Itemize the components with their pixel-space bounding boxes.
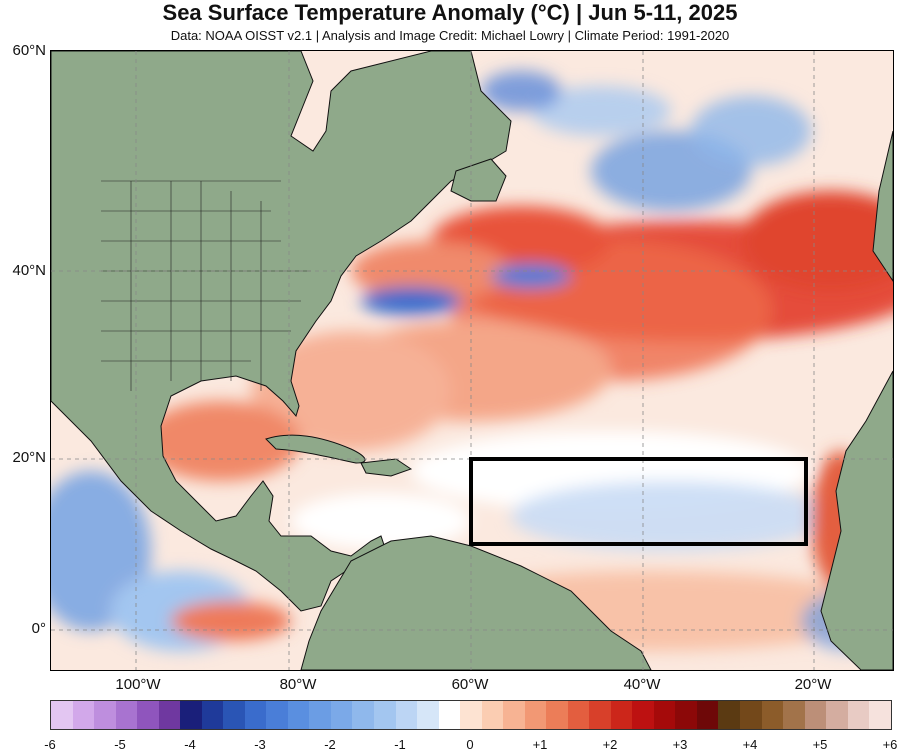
colorbar-cell xyxy=(137,701,159,729)
colorbar-cell xyxy=(309,701,331,729)
colorbar-cell xyxy=(610,701,633,729)
colorbar-tick-label: -1 xyxy=(394,737,406,752)
colorbar-cell xyxy=(94,701,116,729)
colorbar-cell xyxy=(740,701,762,729)
colorbar-cell xyxy=(115,701,138,729)
africa-landmass xyxy=(820,370,893,670)
colorbar-cell xyxy=(632,701,654,729)
lat-label-20n: 20°N xyxy=(12,449,46,466)
colorbar-tick-label: +2 xyxy=(602,737,618,752)
colorbar-tick-label: +3 xyxy=(672,737,688,752)
colorbar-tick-label: -5 xyxy=(114,737,126,752)
lat-label-40n: 40°N xyxy=(12,262,46,279)
colorbar-tick-label: -4 xyxy=(184,737,196,752)
lon-label-60w: 60°W xyxy=(451,676,489,693)
colorbar-cell xyxy=(180,701,202,729)
grid-lines xyxy=(51,51,893,670)
colorbar-cell xyxy=(524,701,547,729)
colorbar-cell xyxy=(201,701,224,729)
colorbar-tick-label: +6 xyxy=(882,737,898,752)
colorbar-cell xyxy=(266,701,288,729)
colorbar-tick-label: +1 xyxy=(532,737,548,752)
iberia-landmass xyxy=(872,130,893,282)
lon-label-80w: 80°W xyxy=(279,676,317,693)
lat-label-0: 0° xyxy=(31,620,46,637)
map-canvas xyxy=(51,51,893,670)
colorbar-cell xyxy=(244,701,267,729)
south-america-landmass xyxy=(300,535,652,670)
colorbar-tick-label: -2 xyxy=(324,737,336,752)
colorbar-cell xyxy=(696,701,719,729)
colorbar-cell xyxy=(718,701,740,729)
newfoundland-island xyxy=(450,158,507,202)
colorbar-cell xyxy=(460,701,482,729)
colorbar-cell xyxy=(675,701,697,729)
colorbar-cell xyxy=(352,701,374,729)
colorbar-cell xyxy=(567,701,590,729)
colorbar-cell xyxy=(395,701,418,729)
colorbar-tick-label: 0 xyxy=(466,737,474,752)
sst-anomaly-map xyxy=(50,50,894,671)
colorbar-cell xyxy=(546,701,568,729)
map-subtitle: Data: NOAA OISST v2.1 | Analysis and Ima… xyxy=(170,28,730,43)
colorbar-cell xyxy=(51,701,73,729)
cuba-island xyxy=(265,434,366,464)
colorbar-cell xyxy=(761,701,784,729)
colorbar-cell xyxy=(330,701,353,729)
colorbar-cell xyxy=(869,701,891,729)
colorbar-cell xyxy=(804,701,827,729)
colorbar-cell xyxy=(481,701,504,729)
colorbar-cell xyxy=(826,701,848,729)
colorbar-cell xyxy=(417,701,439,729)
colorbar-cell xyxy=(438,701,461,729)
colorbar-cell xyxy=(158,701,181,729)
lon-label-40w: 40°W xyxy=(623,676,661,693)
colorbar-cell xyxy=(653,701,676,729)
colorbar-cell xyxy=(847,701,870,729)
lon-label-20w: 20°W xyxy=(794,676,832,693)
map-title: Sea Surface Temperature Anomaly (°C) | J… xyxy=(162,0,738,25)
colorbar-cell xyxy=(783,701,805,729)
lat-label-60n: 60°N xyxy=(12,42,46,59)
colorbar-cell xyxy=(223,701,245,729)
colorbar-tick-label: +4 xyxy=(742,737,758,752)
lon-label-100w: 100°W xyxy=(115,676,161,693)
colorbar xyxy=(50,700,892,730)
colorbar-cell xyxy=(287,701,310,729)
colorbar-cell xyxy=(373,701,396,729)
colorbar-cell xyxy=(589,701,611,729)
main-development-region-box xyxy=(469,457,808,546)
colorbar-cell xyxy=(72,701,95,729)
colorbar-tick-label: +5 xyxy=(812,737,828,752)
colorbar-cell xyxy=(503,701,525,729)
hispaniola-island xyxy=(360,458,413,477)
colorbar-tick-label: -6 xyxy=(44,737,56,752)
colorbar-tick-label: -3 xyxy=(254,737,266,752)
